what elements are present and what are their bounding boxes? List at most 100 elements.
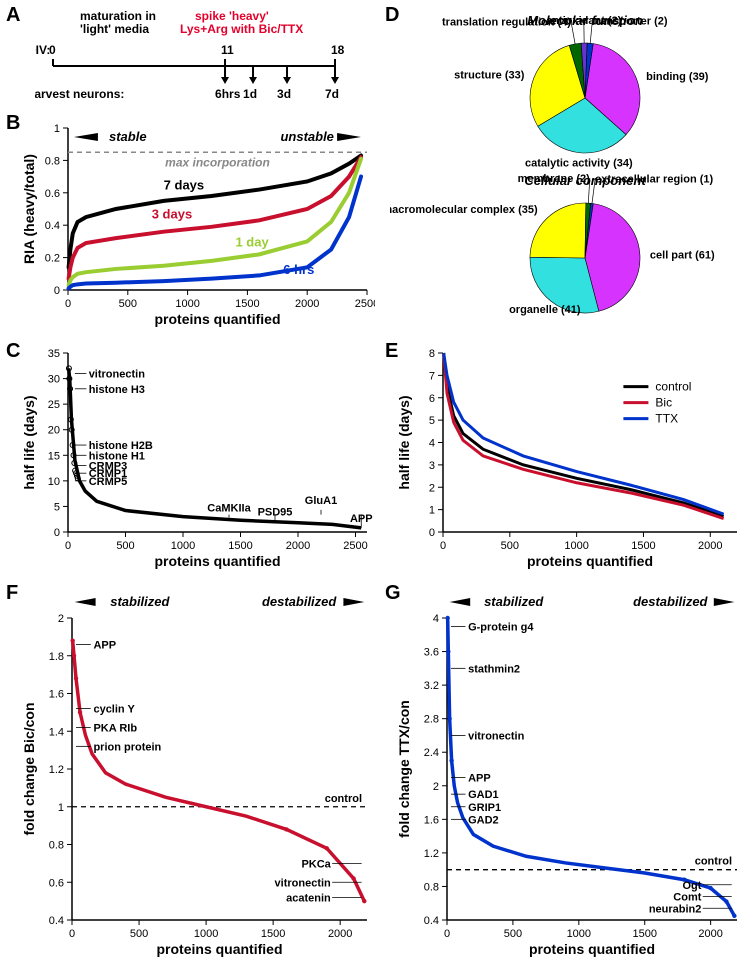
svg-text:0.4: 0.4 (424, 915, 439, 927)
svg-text:2000: 2000 (698, 928, 722, 940)
svg-text:control: control (695, 856, 732, 868)
svg-text:control: control (325, 793, 362, 805)
svg-text:0: 0 (54, 285, 60, 297)
svg-text:half life (days): half life (days) (396, 395, 412, 489)
svg-text:TTX: TTX (655, 412, 678, 426)
panel-F: 05001000150020000.40.60.811.21.41.61.82p… (20, 588, 375, 958)
svg-text:0.8: 0.8 (424, 881, 439, 893)
svg-text:10: 10 (48, 476, 60, 488)
svg-text:control: control (655, 380, 691, 394)
svg-text:5: 5 (429, 415, 435, 427)
svg-text:11: 11 (221, 43, 234, 57)
svg-text:0: 0 (429, 527, 435, 539)
svg-text:500: 500 (504, 928, 522, 940)
svg-text:'light' media: 'light' media (80, 22, 149, 36)
svg-text:destabilized: destabilized (633, 594, 708, 609)
svg-text:CRMP5: CRMP5 (89, 476, 128, 488)
svg-text:acatenin: acatenin (286, 892, 331, 904)
svg-text:1d: 1d (243, 87, 257, 101)
svg-text:Bic: Bic (655, 396, 672, 410)
svg-text:half life (days): half life (days) (21, 395, 37, 489)
panel-C: 0500100015002000250005101520253035protei… (20, 345, 375, 570)
svg-text:2000: 2000 (698, 540, 722, 552)
svg-text:vitronectin: vitronectin (89, 368, 146, 380)
svg-text:0.4: 0.4 (45, 220, 60, 232)
svg-text:1.4: 1.4 (49, 726, 64, 738)
svg-text:1500: 1500 (228, 540, 252, 552)
svg-text:6: 6 (429, 393, 435, 405)
svg-text:fold change TTX/con: fold change TTX/con (396, 700, 412, 838)
svg-text:4: 4 (433, 613, 439, 625)
svg-text:proteins quantified: proteins quantified (529, 941, 655, 957)
svg-text:2500: 2500 (343, 540, 367, 552)
svg-text:0.8: 0.8 (49, 840, 64, 852)
svg-text:histone H3: histone H3 (89, 384, 145, 396)
svg-text:0: 0 (54, 527, 60, 539)
svg-text:1500: 1500 (261, 928, 285, 940)
svg-text:3.2: 3.2 (424, 680, 439, 692)
panel-G: 05001000150020000.40.81.21.622.42.83.23.… (395, 588, 745, 958)
svg-text:6hrs: 6hrs (215, 87, 241, 101)
svg-text:1: 1 (54, 123, 60, 135)
svg-text:PKCa: PKCa (301, 858, 331, 870)
svg-text:harvest neurons:: harvest neurons: (35, 87, 124, 101)
svg-text:1.6: 1.6 (49, 689, 64, 701)
svg-text:2500: 2500 (355, 298, 375, 310)
svg-text:1 day: 1 day (235, 234, 269, 249)
svg-text:5: 5 (54, 501, 60, 513)
svg-text:binding (39): binding (39) (646, 71, 709, 83)
svg-text:stathmin2: stathmin2 (468, 663, 520, 675)
panel-F-label: F (6, 582, 18, 605)
svg-text:1000: 1000 (194, 928, 218, 940)
panel-B-label: B (6, 112, 20, 135)
svg-text:1000: 1000 (564, 540, 588, 552)
svg-text:8: 8 (429, 348, 435, 360)
svg-text:1.6: 1.6 (424, 814, 439, 826)
svg-text:2: 2 (429, 482, 435, 494)
svg-text:0.6: 0.6 (49, 877, 64, 889)
svg-text:1000: 1000 (567, 928, 591, 940)
svg-text:neurabin2: neurabin2 (649, 903, 702, 915)
svg-text:1000: 1000 (175, 298, 199, 310)
svg-text:4: 4 (429, 438, 435, 450)
svg-text:35: 35 (48, 348, 60, 360)
svg-text:APP: APP (468, 772, 491, 784)
svg-text:PSD95: PSD95 (258, 507, 293, 519)
svg-text:Ogt: Ogt (682, 880, 701, 892)
svg-text:destabilized: destabilized (262, 594, 337, 609)
svg-text:2000: 2000 (286, 540, 310, 552)
svg-text:25: 25 (48, 399, 60, 411)
svg-text:2000: 2000 (295, 298, 319, 310)
svg-text:stabilized: stabilized (110, 594, 170, 609)
svg-text:1.8: 1.8 (49, 651, 64, 663)
svg-text:unstable: unstable (280, 129, 333, 144)
svg-text:APP: APP (93, 639, 116, 651)
svg-text:3 days: 3 days (152, 207, 192, 222)
svg-text:20: 20 (48, 425, 60, 437)
svg-text:0: 0 (444, 928, 450, 940)
svg-text:spike 'heavy': spike 'heavy' (195, 9, 269, 23)
svg-text:cell part (61): cell part (61) (650, 250, 715, 262)
svg-text:macromolecular complex (35): macromolecular complex (35) (390, 204, 538, 216)
svg-text:G-protein g4: G-protein g4 (468, 621, 534, 633)
svg-text:vitronectin: vitronectin (468, 730, 525, 742)
panel-A: maturation in'light' mediaspike 'heavy'L… (35, 8, 365, 103)
svg-text:proteins quantified: proteins quantified (155, 311, 281, 327)
svg-text:1500: 1500 (632, 928, 656, 940)
svg-text:extracellular region (1): extracellular region (1) (595, 174, 713, 186)
svg-text:500: 500 (501, 540, 519, 552)
svg-text:1500: 1500 (631, 540, 655, 552)
svg-text:0.2: 0.2 (45, 253, 60, 265)
svg-text:GAD1: GAD1 (468, 789, 499, 801)
svg-text:Comt: Comt (673, 892, 701, 904)
panel-D: Molecular functionbinding (39)catalytic … (390, 8, 745, 338)
svg-text:CaMKIIa: CaMKIIa (207, 503, 251, 515)
svg-text:Lys+Arg with Bic/TTX: Lys+Arg with Bic/TTX (180, 22, 303, 36)
svg-text:2: 2 (433, 781, 439, 793)
svg-text:15: 15 (48, 450, 60, 462)
svg-text:0: 0 (69, 928, 75, 940)
svg-text:proteins quantified: proteins quantified (155, 553, 281, 569)
svg-text:18: 18 (331, 43, 345, 57)
svg-text:1500: 1500 (235, 298, 259, 310)
svg-text:membrane (2): membrane (2) (518, 173, 590, 185)
